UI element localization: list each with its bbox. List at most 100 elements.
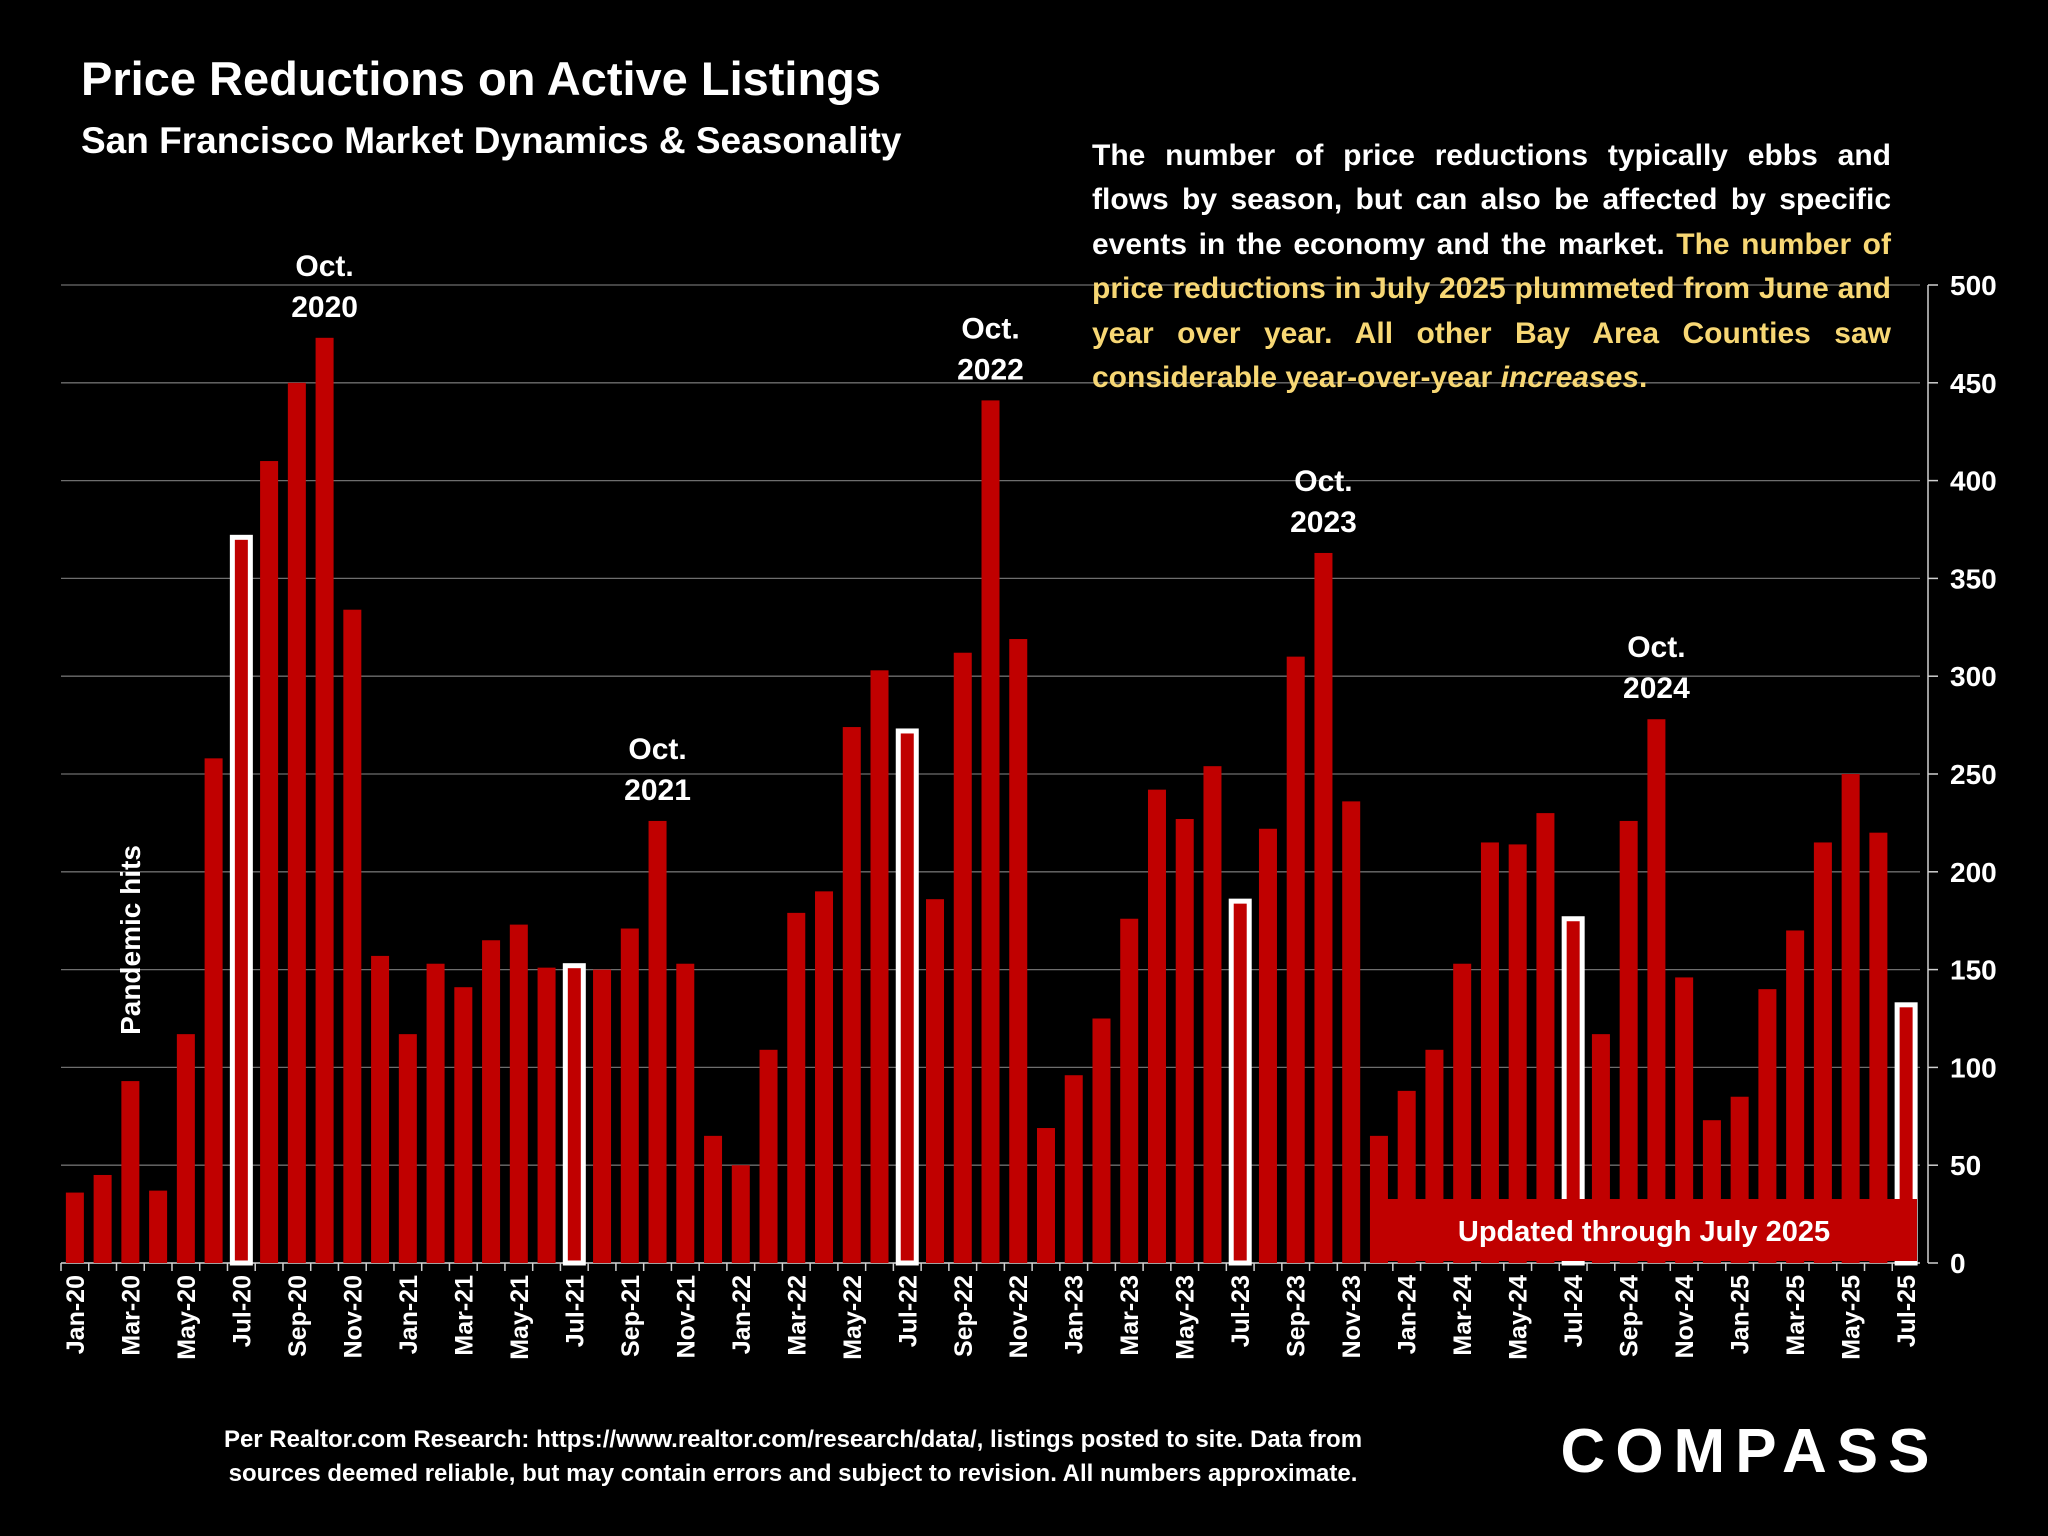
y-tick-label: 400 [1950,466,1997,497]
x-tick-label: Jan-21 [395,1275,423,1354]
bar [981,400,1000,1263]
bar [1036,1128,1055,1263]
annotation: 2024 [1623,672,1690,705]
x-tick-label: Jul-22 [894,1275,922,1347]
annotation: 2021 [624,774,691,807]
bar [1561,916,1585,1266]
y-tick-label: 500 [1950,270,1997,301]
x-tick-label: Jul-24 [1560,1275,1588,1347]
bar [1228,898,1252,1266]
bar [482,940,501,1263]
x-tick-label: Nov-22 [1005,1275,1033,1358]
x-tick-label: May-23 [1172,1275,1200,1360]
bar [1120,918,1139,1263]
x-tick-label: Sep-23 [1283,1275,1311,1357]
x-tick-label: May-22 [839,1275,867,1360]
bar [315,337,334,1263]
x-tick-label: May-20 [173,1275,201,1360]
bar [731,1165,750,1263]
annotation: 2023 [1290,506,1357,539]
brand-logo: COMPASS [1561,1417,1940,1486]
y-tick-label: 350 [1950,563,1997,594]
bar [953,652,972,1263]
y-tick-label: 250 [1950,759,1997,790]
bar [1064,1075,1083,1263]
bar [1314,552,1333,1263]
description-plain: The number of price reductions typically… [1092,139,1891,261]
bar [1342,801,1361,1263]
bar [895,728,919,1266]
bar [787,912,806,1263]
bar [926,899,945,1263]
bar [1675,977,1694,1263]
x-tick-label: Nov-24 [1671,1275,1699,1358]
bar [1758,989,1777,1263]
y-tick-label: 100 [1950,1052,1997,1083]
bar [1536,813,1555,1263]
y-tick-label: 300 [1950,661,1997,692]
bar [1619,820,1638,1263]
bar [870,670,889,1263]
annotation: Oct. [1627,631,1685,664]
x-tick-label: May-21 [506,1275,534,1360]
x-tick-label: Nov-23 [1338,1275,1366,1358]
x-tick-label: Mar-23 [1116,1275,1144,1356]
bar [1258,828,1277,1263]
bar [593,969,612,1263]
x-tick-label: Jan-23 [1061,1275,1089,1354]
bar [1175,818,1194,1263]
bar [65,1192,84,1263]
bar [676,963,695,1263]
x-tick-label: Jan-20 [62,1275,90,1354]
x-tick-label: Jul-20 [228,1275,256,1347]
x-tick-label: May-25 [1838,1275,1866,1360]
x-tick-label: Sep-20 [284,1275,312,1357]
x-tick-label: Mar-21 [450,1275,478,1356]
badge: Updated through July 2025 [1458,1216,1830,1248]
x-tick-label: Jul-23 [1227,1275,1255,1347]
bar [1813,842,1832,1263]
bar [176,1034,195,1263]
bar [229,534,253,1266]
bar [260,461,279,1263]
annotation: 2020 [291,291,358,324]
bar [704,1135,723,1263]
x-tick-label: Nov-20 [339,1275,367,1358]
chart-title: Price Reductions on Active Listings [81,52,881,105]
y-tick-label: 200 [1950,857,1997,888]
bar [620,928,639,1263]
annotation: 2022 [957,353,1024,386]
annotation: Oct. [1294,465,1352,498]
bar [1894,1002,1918,1266]
bar [1786,930,1805,1263]
source: Per Realtor.com Research: https://www.re… [224,1426,1362,1453]
chart-subtitle: San Francisco Market Dynamics & Seasonal… [81,120,902,161]
bar [398,1034,417,1263]
bar [1647,719,1666,1263]
x-tick-label: Jan-22 [728,1275,756,1354]
bar [204,758,223,1263]
bar [1480,842,1499,1263]
bar [1009,639,1028,1263]
x-tick-label: Mar-20 [117,1275,145,1356]
bar [815,891,834,1263]
bar [1286,656,1305,1263]
bar [149,1190,168,1263]
bar [1508,844,1527,1263]
description-end: . [1639,361,1648,395]
bar [426,963,445,1263]
x-tick-label: Jan-24 [1394,1275,1422,1354]
bar [454,987,473,1263]
x-tick-label: Sep-24 [1616,1275,1644,1357]
bar [1841,774,1860,1263]
annotation: Oct. [628,733,686,766]
x-tick-label: Nov-21 [672,1275,700,1358]
bar [759,1049,778,1263]
x-tick-label: Sep-21 [617,1275,645,1357]
bar [509,924,528,1263]
description: The number of price reductions typically… [1092,134,1891,400]
description-emphasis: increases [1500,361,1640,395]
x-tick-label: Mar-25 [1782,1275,1810,1356]
